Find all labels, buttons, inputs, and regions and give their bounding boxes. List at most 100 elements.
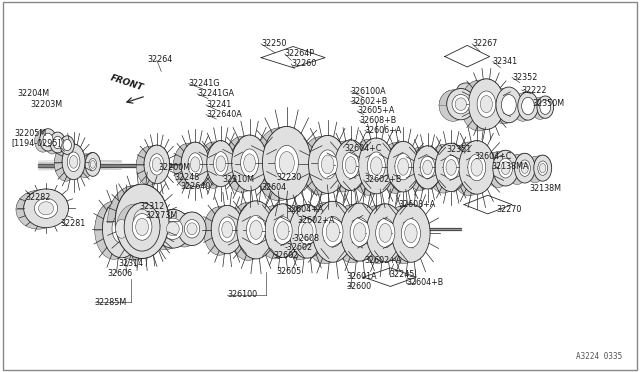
Ellipse shape [136, 218, 148, 235]
Ellipse shape [351, 140, 387, 195]
Ellipse shape [115, 184, 169, 259]
Ellipse shape [540, 100, 550, 115]
Ellipse shape [124, 203, 160, 251]
Polygon shape [406, 146, 442, 169]
Ellipse shape [321, 155, 334, 174]
Ellipse shape [277, 222, 289, 240]
Ellipse shape [16, 190, 61, 229]
Polygon shape [136, 145, 170, 166]
Text: 32267: 32267 [472, 39, 498, 48]
Ellipse shape [477, 91, 496, 117]
Text: 32352: 32352 [512, 73, 538, 82]
Ellipse shape [521, 163, 529, 173]
Ellipse shape [229, 202, 268, 260]
Text: 32270: 32270 [496, 205, 522, 214]
Text: 32260: 32260 [291, 60, 316, 68]
Ellipse shape [501, 94, 516, 115]
Text: 32604+B: 32604+B [406, 278, 444, 287]
Text: 32264: 32264 [147, 55, 172, 64]
Ellipse shape [40, 129, 56, 151]
Ellipse shape [398, 158, 408, 175]
Ellipse shape [170, 214, 198, 247]
Polygon shape [95, 200, 141, 230]
Text: 32606: 32606 [108, 269, 132, 278]
Ellipse shape [333, 205, 371, 263]
Ellipse shape [282, 206, 317, 260]
Ellipse shape [43, 133, 53, 147]
Text: FRONT: FRONT [109, 73, 145, 92]
Ellipse shape [443, 155, 460, 179]
Ellipse shape [308, 135, 347, 193]
Ellipse shape [305, 203, 346, 264]
Ellipse shape [145, 221, 156, 237]
Text: 32608+B: 32608+B [360, 116, 397, 125]
Ellipse shape [301, 223, 313, 240]
Ellipse shape [89, 158, 97, 170]
Ellipse shape [323, 217, 343, 247]
Text: 32602: 32602 [274, 251, 299, 260]
Ellipse shape [461, 80, 497, 131]
Text: 32285M: 32285M [95, 298, 127, 307]
Ellipse shape [144, 145, 170, 184]
Ellipse shape [273, 217, 292, 244]
Ellipse shape [136, 147, 162, 185]
Text: 322640: 322640 [180, 182, 211, 191]
Ellipse shape [507, 155, 527, 185]
Text: 32203M: 32203M [31, 100, 63, 109]
Ellipse shape [102, 200, 141, 258]
Text: 32310M: 32310M [223, 175, 255, 184]
Ellipse shape [471, 159, 483, 176]
Ellipse shape [413, 146, 442, 189]
Ellipse shape [163, 218, 182, 240]
Ellipse shape [222, 221, 232, 238]
Ellipse shape [350, 218, 369, 247]
Ellipse shape [499, 158, 513, 178]
Ellipse shape [452, 94, 470, 114]
Ellipse shape [519, 160, 531, 176]
Ellipse shape [468, 79, 504, 129]
Ellipse shape [513, 93, 533, 121]
Ellipse shape [387, 141, 419, 192]
Ellipse shape [35, 130, 51, 152]
Text: 32605+A: 32605+A [357, 106, 394, 115]
Text: 32604+C: 32604+C [344, 144, 381, 153]
Ellipse shape [538, 161, 548, 175]
Text: 32602+A: 32602+A [298, 216, 335, 225]
Ellipse shape [204, 207, 236, 255]
Ellipse shape [244, 154, 255, 172]
Polygon shape [255, 126, 311, 164]
Ellipse shape [534, 155, 552, 181]
Ellipse shape [155, 209, 191, 248]
Ellipse shape [501, 162, 510, 174]
Ellipse shape [301, 137, 339, 195]
Ellipse shape [537, 96, 554, 118]
Ellipse shape [181, 142, 209, 187]
Text: 32138M: 32138M [530, 185, 562, 193]
Ellipse shape [214, 152, 228, 176]
Polygon shape [229, 201, 275, 231]
Polygon shape [54, 144, 85, 163]
Ellipse shape [446, 160, 456, 175]
Text: 32604+C: 32604+C [475, 153, 512, 161]
Ellipse shape [60, 136, 74, 154]
Text: -32602: -32602 [285, 243, 313, 252]
Ellipse shape [133, 209, 151, 234]
Text: 32312: 32312 [140, 202, 164, 211]
Ellipse shape [532, 97, 548, 119]
Ellipse shape [312, 201, 353, 262]
Ellipse shape [54, 145, 77, 181]
Text: 32138MA: 32138MA [492, 162, 529, 171]
Ellipse shape [447, 89, 475, 120]
Ellipse shape [38, 202, 54, 215]
Ellipse shape [384, 206, 422, 264]
Ellipse shape [392, 204, 430, 262]
Ellipse shape [428, 145, 460, 193]
Ellipse shape [401, 219, 420, 248]
Ellipse shape [326, 222, 339, 242]
Polygon shape [380, 141, 419, 168]
Text: 32601A: 32601A [347, 272, 378, 280]
Ellipse shape [224, 137, 260, 192]
Text: 32273M: 32273M [146, 211, 178, 220]
Ellipse shape [455, 98, 467, 110]
Ellipse shape [526, 157, 544, 183]
